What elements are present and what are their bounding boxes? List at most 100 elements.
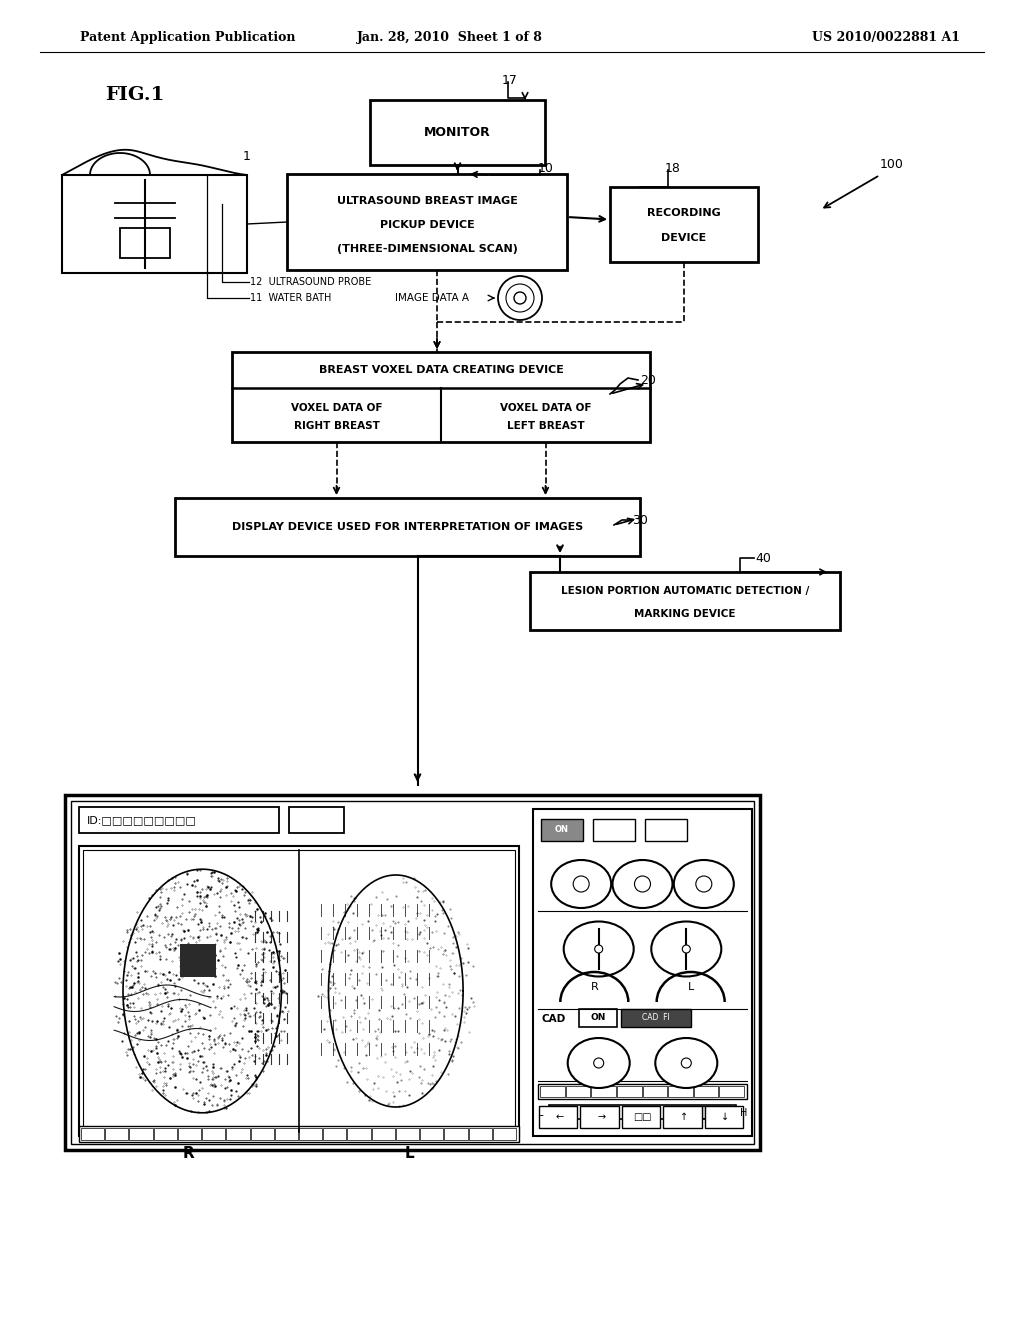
Ellipse shape: [655, 1038, 717, 1088]
Text: 12  ULTRASOUND PROBE: 12 ULTRASOUND PROBE: [250, 277, 372, 286]
Bar: [83, 850, 515, 1133]
Bar: [178, 1129, 201, 1140]
Ellipse shape: [612, 861, 673, 908]
Bar: [154, 1129, 177, 1140]
Bar: [396, 1129, 419, 1140]
Text: 10: 10: [538, 161, 554, 174]
Ellipse shape: [563, 921, 634, 977]
Text: →: →: [597, 1111, 605, 1122]
Bar: [579, 1008, 617, 1027]
Text: H: H: [739, 1107, 746, 1118]
Text: 18: 18: [665, 161, 681, 174]
Bar: [540, 1086, 564, 1097]
Circle shape: [682, 945, 690, 953]
Bar: [120, 228, 170, 257]
Bar: [79, 807, 279, 833]
Bar: [697, 1106, 732, 1118]
Bar: [226, 1129, 250, 1140]
Bar: [622, 1106, 660, 1129]
Ellipse shape: [674, 861, 734, 908]
Text: ←: ←: [556, 1111, 564, 1122]
Circle shape: [594, 1059, 604, 1068]
Bar: [469, 1129, 492, 1140]
Text: DEVICE: DEVICE: [662, 234, 707, 243]
Text: CAD  FI: CAD FI: [642, 1014, 670, 1023]
Bar: [274, 1129, 298, 1140]
Bar: [642, 1086, 667, 1097]
Bar: [65, 795, 760, 1150]
Bar: [232, 352, 650, 442]
Bar: [621, 1008, 691, 1027]
Ellipse shape: [567, 1038, 630, 1088]
Text: 100: 100: [880, 158, 904, 172]
Bar: [79, 846, 519, 1137]
Bar: [175, 498, 640, 556]
Bar: [539, 1106, 578, 1129]
Bar: [581, 1106, 618, 1129]
Bar: [591, 1086, 615, 1097]
Text: (THREE-DIMENSIONAL SCAN): (THREE-DIMENSIONAL SCAN): [337, 244, 517, 253]
Text: LEFT BREAST: LEFT BREAST: [507, 421, 585, 430]
Bar: [645, 818, 687, 841]
Circle shape: [514, 292, 526, 304]
Text: VOXEL DATA OF: VOXEL DATA OF: [500, 403, 591, 413]
Text: R: R: [183, 1146, 195, 1162]
Text: Jan. 28, 2010  Sheet 1 of 8: Jan. 28, 2010 Sheet 1 of 8: [357, 32, 543, 45]
Circle shape: [573, 876, 589, 892]
Bar: [705, 1106, 743, 1129]
Bar: [202, 1129, 225, 1140]
Ellipse shape: [551, 861, 611, 908]
Bar: [493, 1129, 516, 1140]
Circle shape: [506, 284, 534, 312]
Circle shape: [498, 276, 542, 319]
Text: □□: □□: [633, 1111, 651, 1122]
Text: IMAGE DATA A: IMAGE DATA A: [395, 293, 469, 304]
Text: 1: 1: [243, 150, 251, 164]
Text: 11  WATER BATH: 11 WATER BATH: [250, 293, 332, 304]
Circle shape: [635, 876, 650, 892]
Text: MONITOR: MONITOR: [424, 125, 490, 139]
Bar: [693, 1086, 719, 1097]
Text: CAD: CAD: [541, 1014, 565, 1024]
Bar: [616, 1086, 641, 1097]
Text: R: R: [591, 982, 598, 993]
Circle shape: [595, 945, 603, 953]
Bar: [347, 1129, 371, 1140]
Bar: [720, 1086, 744, 1097]
Bar: [610, 187, 758, 261]
Text: VOXEL DATA OF: VOXEL DATA OF: [291, 403, 382, 413]
Text: ↑: ↑: [680, 1111, 688, 1122]
Bar: [299, 1129, 323, 1140]
Text: ID:□□□□□□□□□: ID:□□□□□□□□□: [87, 814, 197, 825]
Text: ULTRASOUND BREAST IMAGE: ULTRASOUND BREAST IMAGE: [337, 195, 517, 206]
Bar: [71, 801, 754, 1144]
Bar: [105, 1129, 128, 1140]
Bar: [251, 1129, 273, 1140]
Bar: [668, 1086, 693, 1097]
Bar: [565, 1086, 590, 1097]
Text: LESION PORTION AUTOMATIC DETECTION /: LESION PORTION AUTOMATIC DETECTION /: [561, 586, 809, 595]
Bar: [62, 176, 247, 273]
Polygon shape: [180, 944, 216, 977]
Text: L: L: [687, 982, 694, 993]
Bar: [541, 818, 583, 841]
Text: FIG.1: FIG.1: [105, 86, 165, 104]
Text: ↓: ↓: [721, 1111, 729, 1122]
Bar: [129, 1129, 153, 1140]
Text: Patent Application Publication: Patent Application Publication: [80, 32, 296, 45]
Text: L: L: [404, 1146, 414, 1162]
Bar: [79, 1126, 519, 1142]
Bar: [444, 1129, 468, 1140]
Circle shape: [681, 1059, 691, 1068]
Text: 20: 20: [640, 374, 656, 387]
Text: L: L: [538, 1107, 544, 1118]
Bar: [593, 818, 635, 841]
Bar: [324, 1129, 346, 1140]
Bar: [538, 1084, 746, 1100]
Bar: [81, 1129, 104, 1140]
Circle shape: [696, 876, 712, 892]
Bar: [287, 174, 567, 271]
Bar: [530, 572, 840, 630]
Text: US 2010/0022881 A1: US 2010/0022881 A1: [812, 32, 961, 45]
Text: MARKING DEVICE: MARKING DEVICE: [634, 609, 736, 619]
